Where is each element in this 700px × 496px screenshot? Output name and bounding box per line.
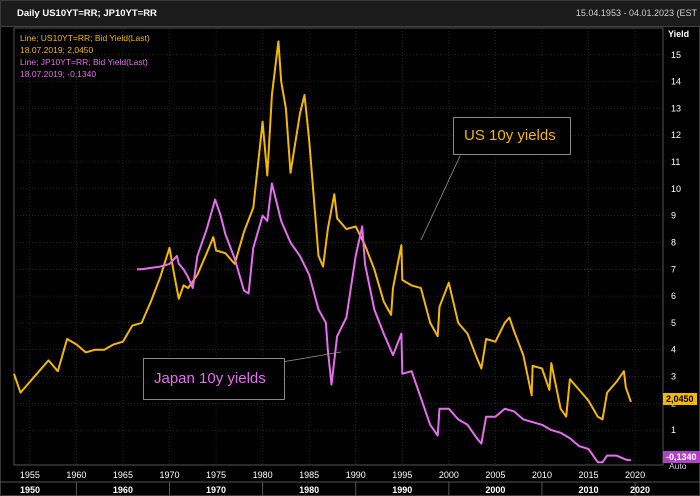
decade-label: 1960 [113,485,133,495]
y-tick-label: 4 [671,345,676,355]
legend-us-line: Line; US10YT=RR; Bid Yield(Last) [20,33,150,43]
us-callout-leader [420,155,461,241]
date-range: 15.04.1953 - 04.01.2023 (EST [575,8,697,18]
series-group [13,40,632,464]
y-tick-label: 1 [671,425,676,435]
us-yields-callout: US 10y yields [453,117,571,155]
jp-last-value-badge: -0,1340 [663,451,700,463]
decade-label: 2010 [578,485,598,495]
x-tick-label: 1990 [346,470,366,480]
x-axis: 1955 1960 1965 1970 1975 1980 1985 1990 1995 2000… [0,470,700,496]
decade-label: 1990 [392,485,412,495]
y-tick-label: 14 [671,77,681,87]
series-line-jp [136,182,632,464]
decade-label: 2000 [485,485,505,495]
decade-label: 1980 [299,485,319,495]
x-tick-label: 1955 [20,470,40,480]
x-tick-label: 1970 [159,470,179,480]
y-tick-label: 12 [671,130,681,140]
decade-label: 1950 [20,485,40,495]
japan-yields-callout: Japan 10y yields [143,358,285,400]
series-line-us [13,40,632,421]
legend-jp-line: Line; JP10YT=RR; Bid Yield(Last) [20,57,148,67]
legend-jp-value: 18.07.2019; -0,1340 [20,69,97,79]
x-tick-label: 2020 [625,470,645,480]
x-tick-label: 1960 [66,470,86,480]
chart-title: Daily US10YT=RR; JP10YT=RR [17,8,157,19]
x-tick-label: 1965 [113,470,133,480]
jp-callout-leader [281,351,342,363]
title-bar: Daily US10YT=RR; JP10YT=RR 15.04.1953 - … [1,1,700,27]
x-tick-label: 2010 [532,470,552,480]
y-tick-label: 15 [671,50,681,60]
grid-lines [13,27,664,466]
x-tick-label: 2015 [578,470,598,480]
y-tick-label: 8 [671,237,676,247]
y-tick-label: 6 [671,291,676,301]
plot-border [13,27,664,466]
x-tick-label: 2000 [439,470,459,480]
x-tick-label: 1980 [253,470,273,480]
y-axis-label: Yield [668,29,690,39]
y-tick-label: 3 [671,372,676,382]
auto-scale-label[interactable]: Auto [669,461,687,471]
legend-us-value: 18.07.2019; 2,0450 [20,45,94,55]
x-tick-label: 1975 [206,470,226,480]
x-tick-label: 1985 [299,470,319,480]
y-tick-label: 7 [671,264,676,274]
y-tick-label: 10 [671,184,681,194]
y-axis: 123456789101112131415 [671,50,681,435]
x-tick-label: 2005 [485,470,505,480]
legend: Line; US10YT=RR; Bid Yield(Last) 18.07.2… [20,32,150,80]
y-tick-label: 11 [671,157,680,167]
x-tick-label: 1995 [392,470,412,480]
decade-label: 1970 [206,485,226,495]
decade-label: 2020 [630,485,650,495]
y-tick-label: 13 [671,103,681,113]
us-last-value-badge: 2,0450 [663,393,697,405]
y-tick-label: 9 [671,211,676,221]
y-tick-label: 5 [671,318,676,328]
